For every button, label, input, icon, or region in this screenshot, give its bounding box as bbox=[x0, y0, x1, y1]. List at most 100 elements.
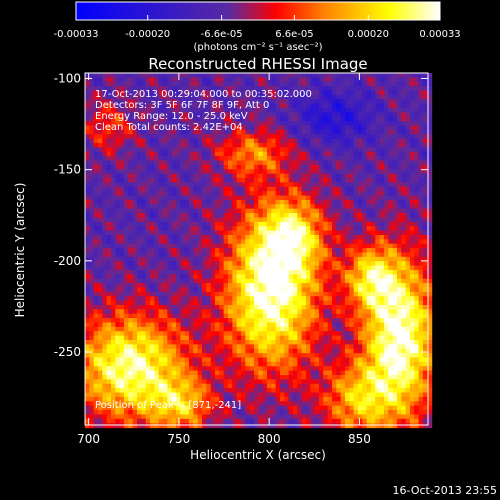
colorbar bbox=[75, 1, 441, 21]
heatmap-cell bbox=[301, 309, 307, 315]
heatmap-cell bbox=[370, 230, 376, 236]
heatmap-cell bbox=[279, 234, 285, 240]
heatmap-cell bbox=[427, 248, 433, 254]
heatmap-cell bbox=[318, 340, 324, 345]
heatmap-cell bbox=[123, 269, 129, 275]
heatmap-cell bbox=[206, 99, 212, 105]
heatmap-cell bbox=[297, 269, 303, 275]
heatmap-cell bbox=[310, 252, 316, 258]
heatmap-cell bbox=[396, 195, 402, 201]
heatmap-cell bbox=[414, 243, 420, 249]
heatmap-cell bbox=[214, 239, 220, 245]
heatmap-cell bbox=[279, 335, 285, 341]
heatmap-cell bbox=[240, 213, 246, 219]
heatmap-cell bbox=[301, 204, 307, 210]
heatmap-cell bbox=[111, 230, 116, 236]
heatmap-cell bbox=[193, 94, 199, 100]
heatmap-cell bbox=[344, 103, 350, 109]
heatmap-cell bbox=[171, 221, 177, 227]
heatmap-cell bbox=[193, 77, 199, 83]
heatmap-cell bbox=[271, 340, 277, 345]
heatmap-cell bbox=[301, 340, 307, 345]
heatmap-cell bbox=[275, 309, 281, 315]
heatmap-cell bbox=[180, 147, 186, 153]
heatmap-cell bbox=[245, 164, 251, 170]
heatmap-cell bbox=[206, 226, 212, 232]
heatmap-cell bbox=[119, 116, 125, 122]
heatmap-cell bbox=[409, 81, 415, 87]
heatmap-cell bbox=[383, 318, 389, 324]
heatmap-cell bbox=[414, 99, 420, 105]
heatmap-cell bbox=[236, 160, 242, 166]
heatmap-cell bbox=[219, 191, 225, 197]
heatmap-cell bbox=[253, 269, 259, 275]
heatmap-cell bbox=[236, 151, 242, 157]
heatmap-cell bbox=[422, 125, 428, 131]
heatmap-cell bbox=[132, 191, 138, 197]
heatmap-cell bbox=[171, 99, 177, 105]
heatmap-cell bbox=[396, 291, 402, 297]
heatmap-cell bbox=[167, 199, 173, 205]
heatmap-cell bbox=[210, 81, 216, 87]
heatmap-cell bbox=[422, 313, 428, 319]
heatmap-cell bbox=[344, 217, 350, 223]
heatmap-cell bbox=[392, 283, 398, 289]
heatmap-cell bbox=[149, 318, 155, 324]
heatmap-cell bbox=[370, 204, 376, 210]
heatmap-cell bbox=[119, 278, 125, 284]
heatmap-cell bbox=[128, 134, 134, 140]
heatmap-cell bbox=[175, 125, 181, 131]
heatmap-cell bbox=[119, 99, 125, 105]
heatmap-cell bbox=[115, 265, 121, 271]
heatmap-cell bbox=[370, 340, 376, 345]
heatmap-cell bbox=[349, 182, 355, 188]
heatmap-cell bbox=[175, 256, 181, 262]
heatmap-cell bbox=[85, 191, 90, 197]
heatmap-cell bbox=[119, 103, 125, 109]
heatmap-cell bbox=[128, 340, 134, 345]
heatmap-cell bbox=[314, 296, 320, 302]
heatmap-cell bbox=[275, 274, 281, 280]
heatmap-cell bbox=[357, 121, 363, 127]
heatmap-cell bbox=[388, 248, 394, 254]
heatmap-cell bbox=[175, 221, 181, 227]
heatmap-cell bbox=[401, 129, 407, 135]
heatmap-cell bbox=[258, 208, 264, 214]
heatmap-cell bbox=[102, 274, 108, 280]
heatmap-cell bbox=[305, 112, 311, 118]
heatmap-cell bbox=[201, 103, 207, 109]
heatmap-cell bbox=[414, 278, 420, 284]
heatmap-cell bbox=[253, 283, 259, 289]
heatmap-cell bbox=[236, 221, 242, 227]
heatmap-cell bbox=[180, 322, 186, 328]
heatmap-cell bbox=[180, 164, 186, 170]
heatmap-cell bbox=[154, 340, 160, 345]
heatmap-cell bbox=[401, 300, 407, 306]
heatmap-cell bbox=[128, 287, 134, 293]
heatmap-cell bbox=[383, 340, 389, 345]
heatmap-cell bbox=[102, 256, 108, 262]
heatmap-cell bbox=[414, 248, 420, 254]
heatmap-cell bbox=[370, 291, 376, 297]
heatmap-cell bbox=[262, 287, 268, 293]
heatmap-cell bbox=[379, 287, 385, 293]
heatmap-cell bbox=[310, 178, 316, 184]
heatmap-cell bbox=[379, 304, 385, 310]
heatmap-cell bbox=[240, 322, 246, 328]
heatmap-cell bbox=[132, 296, 138, 302]
heatmap-cell bbox=[167, 86, 173, 92]
heatmap-cell bbox=[375, 125, 381, 131]
heatmap-cell bbox=[314, 169, 320, 175]
heatmap-cell bbox=[310, 99, 316, 105]
heatmap-cell bbox=[236, 156, 242, 162]
heatmap-cell bbox=[123, 204, 129, 210]
heatmap-cell bbox=[141, 182, 147, 188]
heatmap-cell bbox=[340, 81, 346, 87]
heatmap-cell bbox=[331, 208, 337, 214]
heatmap-cell bbox=[227, 195, 233, 201]
heatmap-cell bbox=[171, 287, 177, 293]
heatmap-cell bbox=[167, 182, 173, 188]
heatmap-cell bbox=[201, 291, 207, 297]
heatmap-cell bbox=[154, 121, 160, 127]
heatmap-cell bbox=[271, 234, 277, 240]
